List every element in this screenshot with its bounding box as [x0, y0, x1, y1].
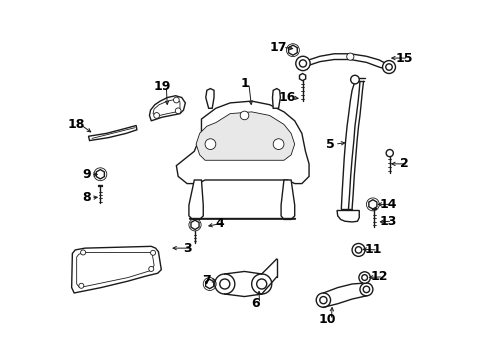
Circle shape — [350, 75, 359, 84]
Text: 6: 6 — [250, 297, 259, 310]
Polygon shape — [176, 101, 308, 184]
Circle shape — [358, 272, 369, 283]
Circle shape — [382, 60, 395, 73]
Circle shape — [359, 283, 372, 296]
Circle shape — [150, 250, 155, 255]
Polygon shape — [368, 200, 376, 209]
Circle shape — [386, 149, 392, 157]
Text: 11: 11 — [364, 243, 382, 256]
Polygon shape — [88, 126, 137, 140]
Text: 3: 3 — [183, 242, 191, 255]
Text: 2: 2 — [399, 157, 407, 170]
Text: 10: 10 — [318, 313, 335, 327]
Polygon shape — [299, 73, 305, 81]
Circle shape — [204, 139, 215, 149]
Polygon shape — [205, 89, 214, 108]
Circle shape — [81, 250, 85, 255]
Text: 16: 16 — [278, 91, 296, 104]
Circle shape — [346, 53, 353, 60]
Text: 19: 19 — [153, 80, 170, 93]
Text: 18: 18 — [67, 118, 84, 131]
Circle shape — [175, 108, 181, 114]
Text: 5: 5 — [325, 138, 334, 150]
Circle shape — [153, 113, 159, 118]
Polygon shape — [205, 279, 213, 289]
Polygon shape — [72, 246, 161, 293]
Text: 17: 17 — [269, 41, 287, 54]
Text: 15: 15 — [394, 51, 412, 64]
Circle shape — [273, 139, 284, 149]
Circle shape — [316, 293, 330, 307]
Polygon shape — [281, 180, 294, 220]
Text: 8: 8 — [82, 192, 91, 204]
Polygon shape — [96, 170, 104, 179]
Circle shape — [240, 111, 248, 120]
Circle shape — [351, 243, 364, 256]
Polygon shape — [272, 89, 280, 108]
Circle shape — [214, 274, 234, 294]
Text: 7: 7 — [202, 274, 211, 287]
Polygon shape — [188, 180, 203, 220]
Circle shape — [173, 97, 179, 103]
Polygon shape — [191, 220, 199, 229]
Text: 13: 13 — [379, 215, 396, 228]
Text: 9: 9 — [82, 168, 91, 181]
Polygon shape — [288, 45, 297, 55]
Polygon shape — [149, 96, 185, 121]
Circle shape — [251, 274, 271, 294]
Circle shape — [148, 266, 153, 271]
Text: 1: 1 — [240, 77, 248, 90]
Polygon shape — [196, 112, 294, 160]
Text: 4: 4 — [215, 216, 224, 230]
Circle shape — [295, 56, 309, 71]
Text: 14: 14 — [378, 198, 396, 211]
Polygon shape — [300, 54, 389, 69]
Circle shape — [79, 283, 83, 288]
Polygon shape — [336, 211, 359, 222]
Text: 12: 12 — [369, 270, 387, 283]
